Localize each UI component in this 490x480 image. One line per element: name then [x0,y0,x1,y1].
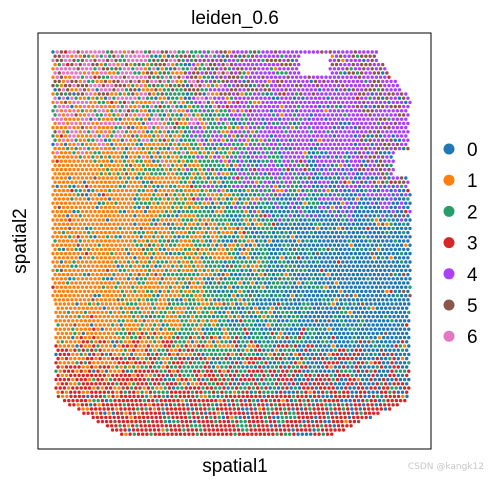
legend-marker-4 [443,268,455,280]
watermark: CSDN @kangk12 [407,462,484,472]
legend-marker-0 [443,143,455,155]
legend-marker-5 [443,299,455,311]
legend: 0 1 2 3 4 5 6 [443,140,478,348]
legend-label-3: 3 [467,234,478,255]
spot-layer [51,50,412,436]
legend-marker-1 [443,174,455,186]
legend-marker-6 [443,330,455,342]
legend-label-5: 5 [467,296,478,317]
y-axis-label: spatial2 [10,208,31,274]
legend-label-4: 4 [467,265,478,286]
legend-marker-3 [443,237,455,249]
x-axis-label: spatial1 [202,456,268,477]
legend-label-6: 6 [467,327,478,348]
legend-label-0: 0 [467,140,478,161]
chart-title: leiden_0.6 [191,8,279,29]
legend-marker-2 [443,205,455,217]
legend-label-1: 1 [467,171,478,192]
legend-label-2: 2 [467,202,478,223]
plot-frame [37,32,432,450]
